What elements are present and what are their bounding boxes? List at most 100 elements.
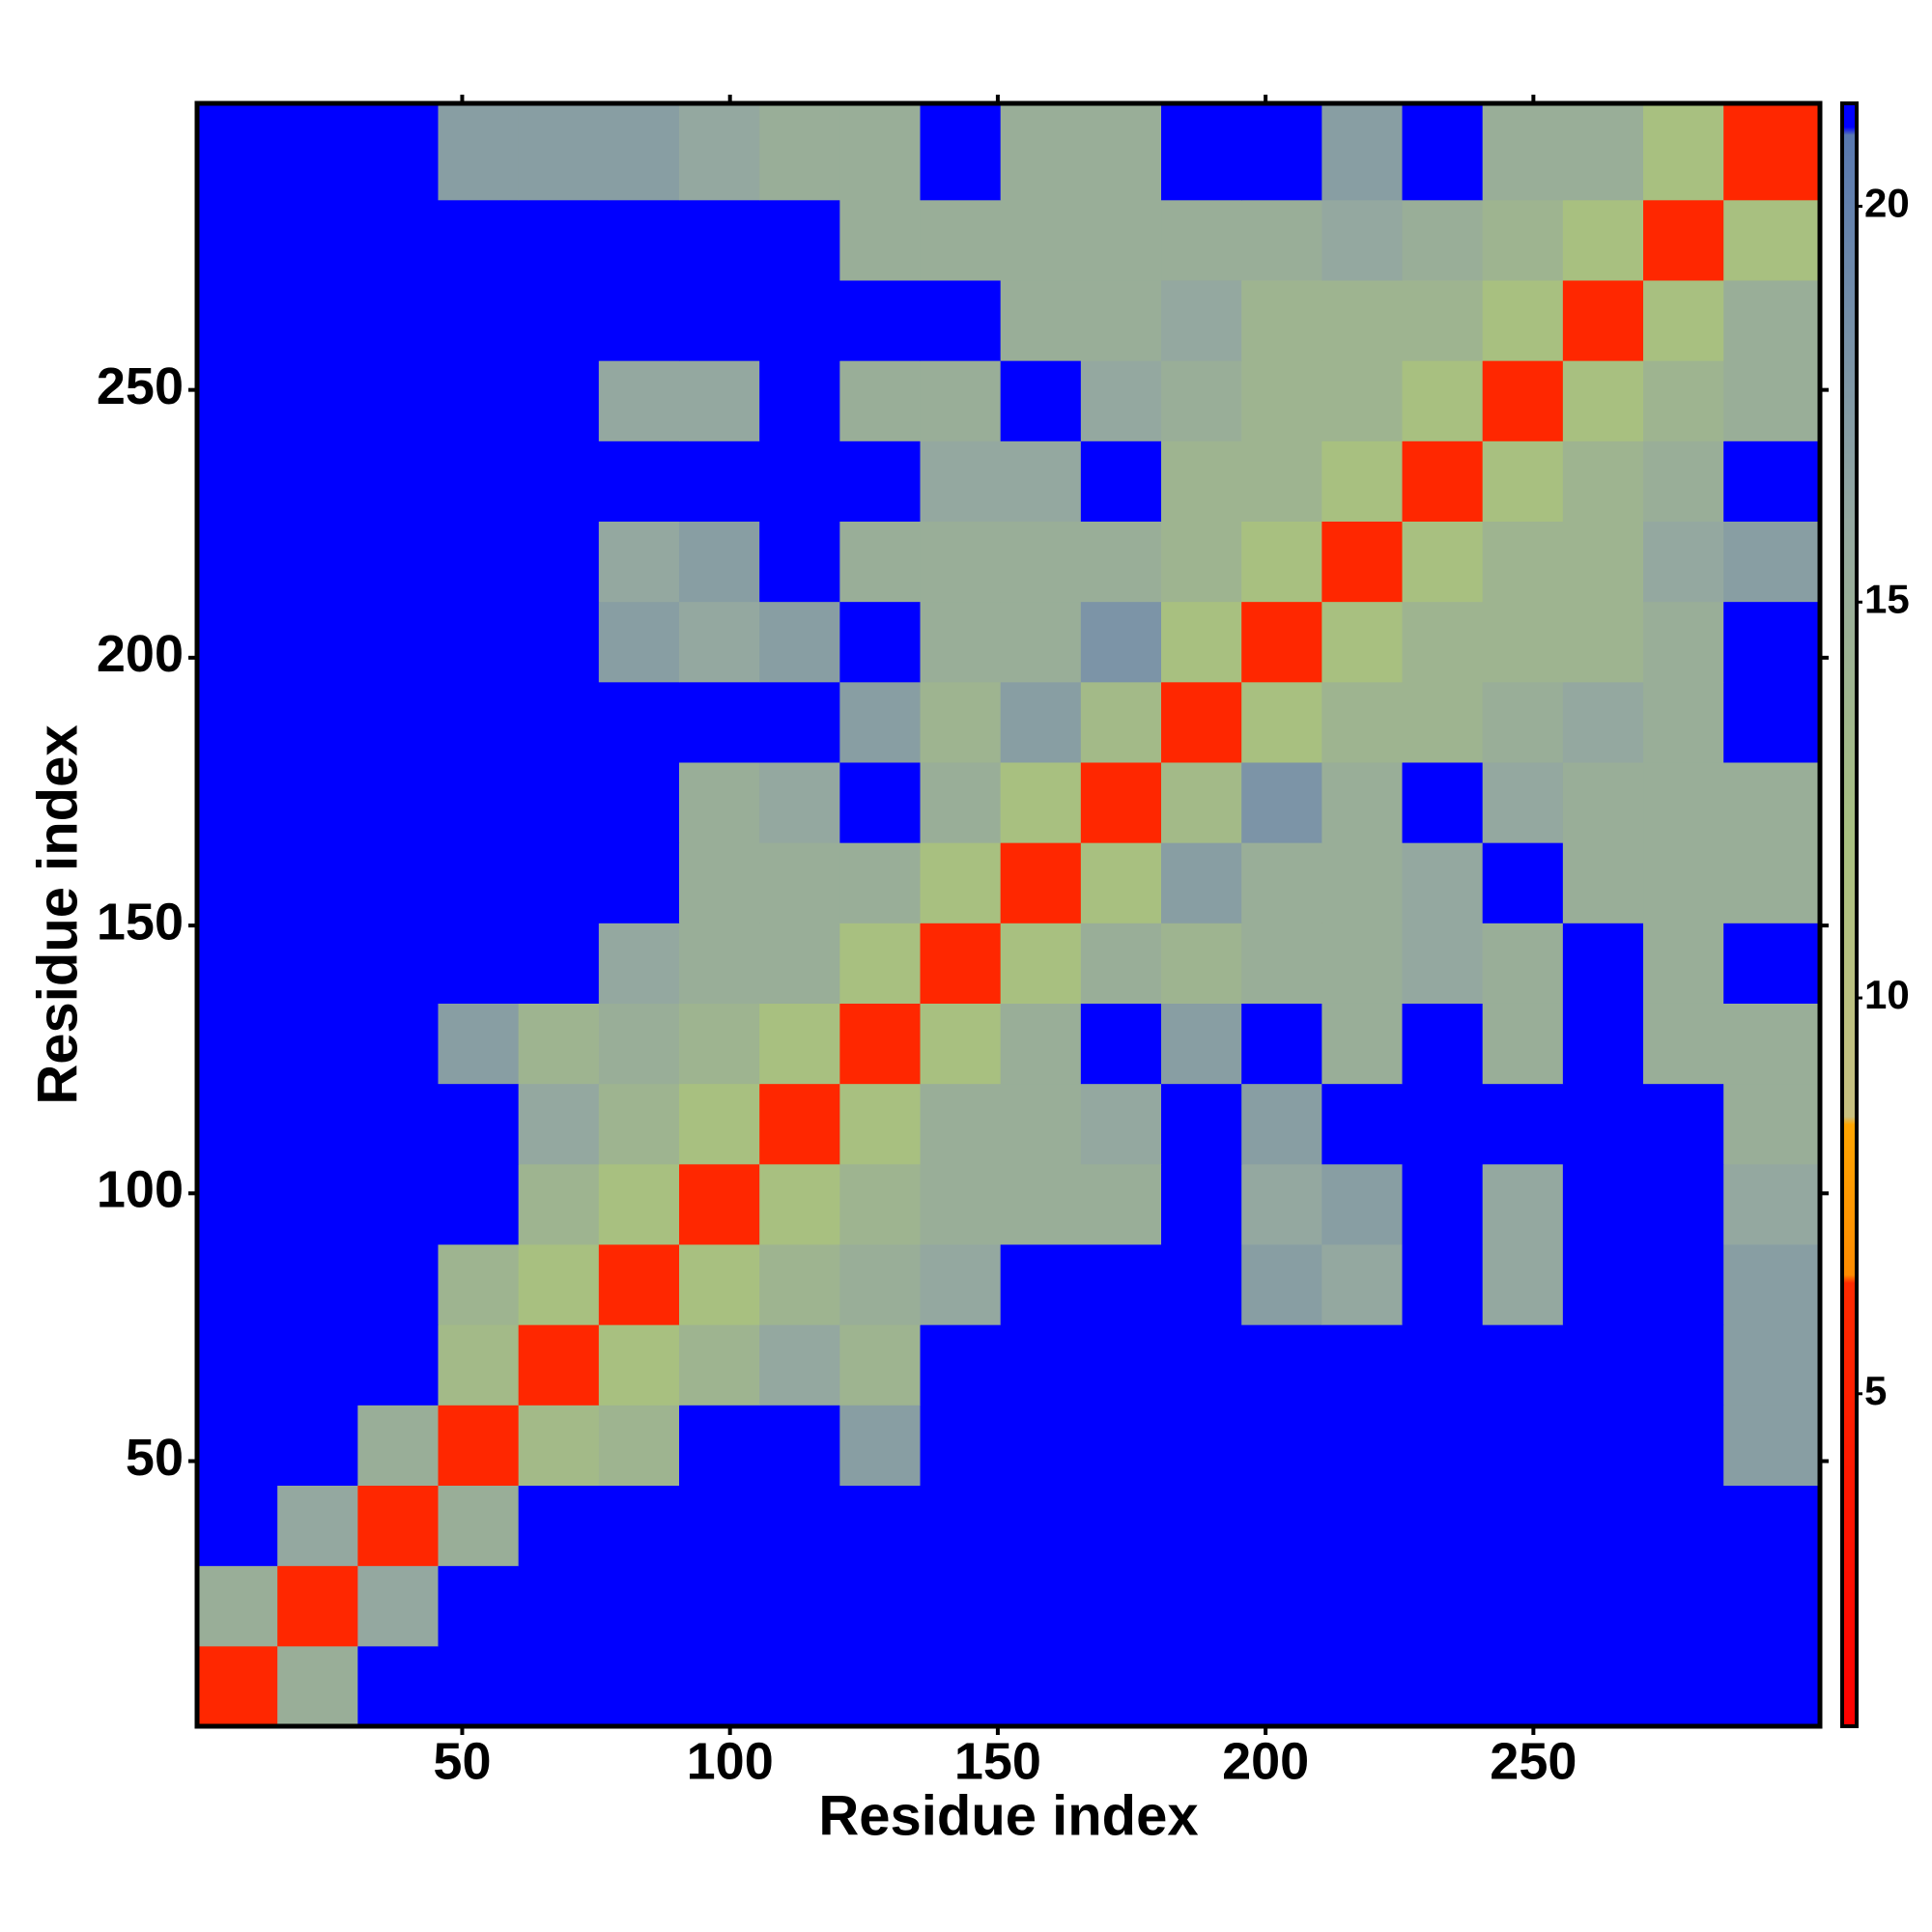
colorbar xyxy=(1840,101,1859,1728)
heatmap-cell xyxy=(1161,601,1242,683)
heatmap-cell xyxy=(759,761,840,843)
heatmap-cell xyxy=(197,1485,278,1567)
heatmap-cell xyxy=(1241,1565,1322,1647)
heatmap-cell xyxy=(1723,521,1821,603)
heatmap-cell xyxy=(1402,923,1484,1004)
heatmap-cell xyxy=(518,103,600,201)
heatmap-cell xyxy=(839,1405,922,1486)
heatmap-cell xyxy=(277,279,358,361)
heatmap-cell xyxy=(920,1083,1002,1165)
heatmap-cell xyxy=(438,842,520,923)
heatmap-cell xyxy=(1482,360,1564,441)
heatmap-cell xyxy=(1080,601,1162,683)
heatmap-cell xyxy=(598,199,680,281)
heatmap-cell xyxy=(197,1645,278,1727)
heatmap-cell xyxy=(277,681,358,763)
heatmap-cell xyxy=(598,1405,680,1486)
heatmap-cell xyxy=(920,1324,1002,1406)
heatmap-cell xyxy=(759,360,840,441)
heatmap-cell xyxy=(197,601,278,683)
y-tick-label: 200 xyxy=(97,625,184,683)
heatmap-cell xyxy=(518,1324,600,1406)
heatmap-cell xyxy=(759,1485,840,1567)
heatmap-cell xyxy=(1000,601,1082,683)
heatmap-cell xyxy=(1402,279,1484,361)
heatmap-cell xyxy=(759,1163,840,1245)
heatmap-cell xyxy=(1482,1243,1564,1325)
heatmap-cell xyxy=(438,1645,520,1727)
heatmap-cell xyxy=(197,1565,278,1647)
heatmap-cell xyxy=(518,842,600,923)
heatmap-cell xyxy=(1000,199,1082,281)
heatmap-cell xyxy=(839,1324,922,1406)
heatmap-cell xyxy=(438,1485,520,1567)
heatmap-cell xyxy=(1643,279,1724,361)
heatmap-cell xyxy=(759,440,840,522)
heatmap-cell xyxy=(197,1163,278,1245)
heatmap-cell xyxy=(518,601,600,683)
heatmap-cell xyxy=(598,1243,680,1325)
heatmap-cell xyxy=(1402,1565,1484,1647)
heatmap-cell xyxy=(1161,1405,1242,1486)
colorbar-tick-label: 15 xyxy=(1864,576,1910,621)
heatmap-cell xyxy=(598,1565,680,1647)
heatmap-cell xyxy=(1643,601,1724,683)
heatmap-cell xyxy=(679,1485,760,1567)
heatmap-cell xyxy=(277,761,358,843)
heatmap-cell xyxy=(438,1003,520,1085)
heatmap-cell xyxy=(1080,1485,1162,1567)
heatmap-cell xyxy=(438,1243,520,1325)
heatmap-cell xyxy=(197,103,278,201)
heatmap-cell xyxy=(438,360,520,441)
heatmap-cell xyxy=(1643,1003,1724,1085)
heatmap-cell xyxy=(1482,1163,1564,1245)
heatmap-cell xyxy=(1321,199,1404,281)
heatmap-cell xyxy=(679,842,760,923)
heatmap-cell xyxy=(1080,1565,1162,1647)
heatmap-cell xyxy=(1241,761,1322,843)
heatmap-cell xyxy=(1000,1485,1082,1567)
heatmap-cell xyxy=(357,761,440,843)
heatmap-cell xyxy=(1482,761,1564,843)
heatmap-cell xyxy=(1080,440,1162,522)
heatmap-cell xyxy=(1241,1405,1322,1486)
heatmap-cell xyxy=(679,1324,760,1406)
heatmap-cell xyxy=(197,1243,278,1325)
heatmap-cell xyxy=(1562,601,1644,683)
heatmap-cell xyxy=(1321,521,1404,603)
heatmap-cell xyxy=(1482,440,1564,522)
heatmap-cell xyxy=(1000,1324,1082,1406)
heatmap-cell xyxy=(1321,440,1404,522)
heatmap-cell xyxy=(1321,1003,1404,1085)
heatmap-cell xyxy=(197,440,278,522)
heatmap-cell xyxy=(438,1405,520,1486)
heatmap-cell xyxy=(357,440,440,522)
heatmap-cell xyxy=(518,1243,600,1325)
heatmap-cell xyxy=(357,1243,440,1325)
heatmap-cell xyxy=(1321,842,1404,923)
heatmap-cell xyxy=(1080,521,1162,603)
heatmap-cell xyxy=(1402,1083,1484,1165)
heatmap-cell xyxy=(197,521,278,603)
heatmap-cell xyxy=(920,1565,1002,1647)
heatmap-cell xyxy=(679,1405,760,1486)
heatmap-cell xyxy=(1723,842,1821,923)
heatmap-cell xyxy=(1080,1645,1162,1727)
heatmap-cell xyxy=(1241,360,1322,441)
heatmap-cell xyxy=(438,199,520,281)
heatmap-cell xyxy=(1643,360,1724,441)
heatmap-cell xyxy=(839,681,922,763)
heatmap-cell xyxy=(920,923,1002,1004)
heatmap-cell xyxy=(518,199,600,281)
heatmap-cell xyxy=(1482,103,1564,201)
heatmap-cell xyxy=(1080,923,1162,1004)
heatmap-cell xyxy=(277,1645,358,1727)
heatmap-cell xyxy=(357,1003,440,1085)
heatmap-cell xyxy=(518,923,600,1004)
heatmap-cell xyxy=(839,601,922,683)
heatmap-cell xyxy=(1161,1083,1242,1165)
heatmap-cell xyxy=(598,842,680,923)
heatmap-cell xyxy=(1643,761,1724,843)
heatmap-cell xyxy=(1402,761,1484,843)
heatmap-cell xyxy=(1321,103,1404,201)
